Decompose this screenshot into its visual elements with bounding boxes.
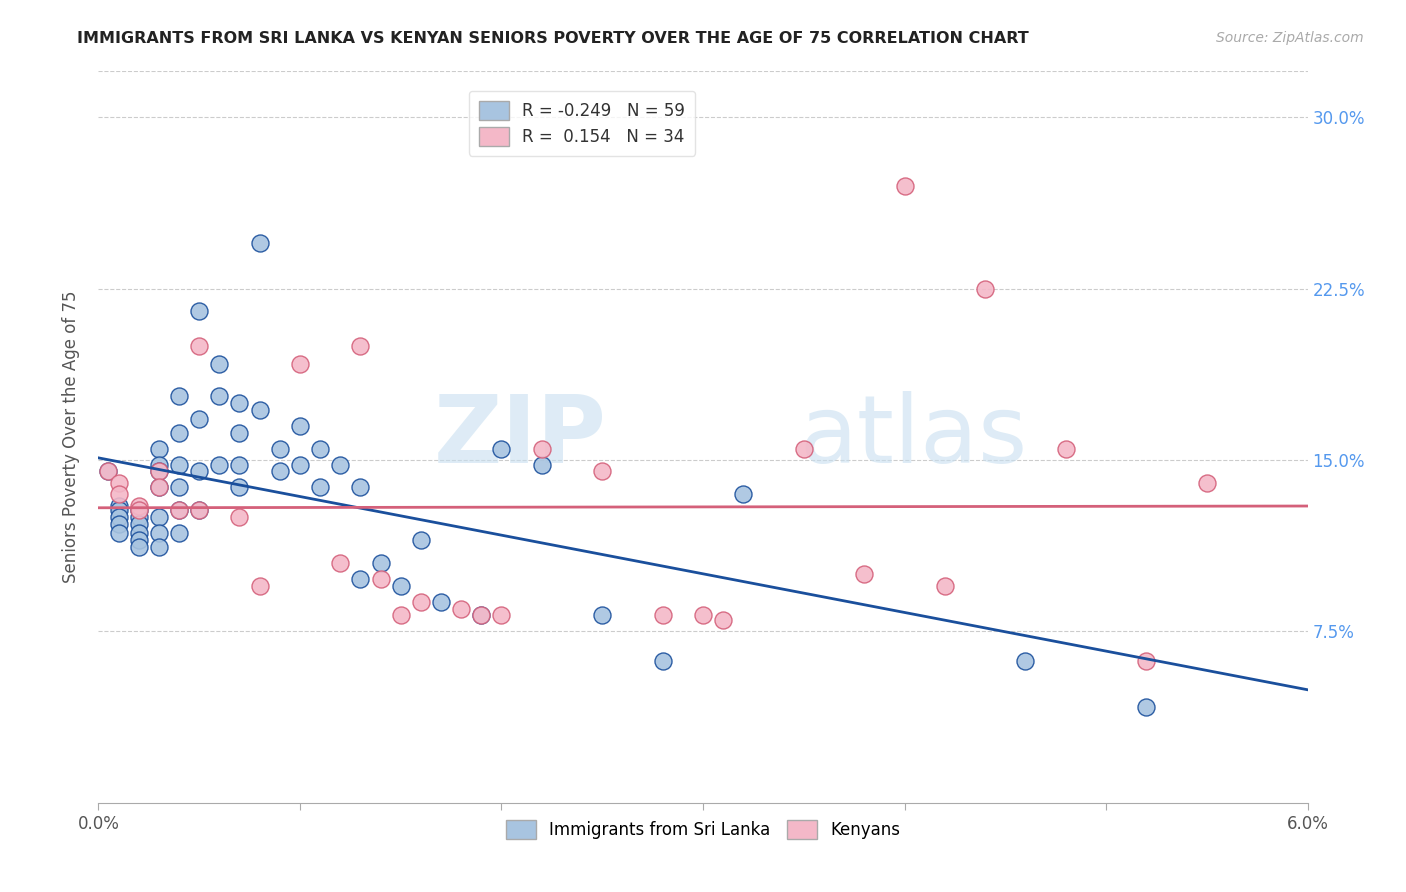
Point — [208, 389, 231, 403]
Point — [188, 338, 211, 352]
Point — [651, 608, 673, 623]
Text: Source: ZipAtlas.com: Source: ZipAtlas.com — [1216, 31, 1364, 45]
Point — [470, 608, 492, 623]
Point — [128, 526, 150, 541]
Point — [167, 458, 190, 472]
Point — [249, 579, 271, 593]
Point — [288, 418, 311, 433]
Point — [128, 533, 150, 547]
Point — [249, 235, 271, 250]
Point — [370, 572, 392, 586]
Point — [491, 442, 513, 456]
Text: ZIP: ZIP — [433, 391, 606, 483]
Point — [470, 608, 492, 623]
Point — [651, 654, 673, 668]
Point — [107, 499, 129, 513]
Point — [591, 464, 613, 478]
Point — [128, 503, 150, 517]
Point — [208, 357, 231, 371]
Point — [1195, 475, 1218, 490]
Point — [148, 480, 170, 494]
Point — [1135, 699, 1157, 714]
Point — [389, 608, 412, 623]
Point — [128, 516, 150, 531]
Point — [329, 556, 352, 570]
Point — [107, 526, 129, 541]
Point — [329, 458, 352, 472]
Legend: Immigrants from Sri Lanka, Kenyans: Immigrants from Sri Lanka, Kenyans — [499, 814, 907, 846]
Point — [491, 608, 513, 623]
Point — [349, 480, 371, 494]
Point — [148, 540, 170, 554]
Point — [733, 487, 755, 501]
Point — [974, 281, 997, 295]
Point — [269, 464, 291, 478]
Point — [167, 503, 190, 517]
Point — [228, 510, 250, 524]
Point — [208, 458, 231, 472]
Point — [853, 567, 876, 582]
Point — [389, 579, 412, 593]
Point — [128, 510, 150, 524]
Point — [148, 526, 170, 541]
Point — [1014, 654, 1036, 668]
Point — [188, 304, 211, 318]
Point — [530, 442, 553, 456]
Y-axis label: Seniors Poverty Over the Age of 75: Seniors Poverty Over the Age of 75 — [62, 291, 80, 583]
Point — [793, 442, 815, 456]
Point — [128, 499, 150, 513]
Point — [148, 480, 170, 494]
Point — [530, 458, 553, 472]
Point — [167, 526, 190, 541]
Point — [1054, 442, 1077, 456]
Point — [107, 487, 129, 501]
Point — [97, 464, 120, 478]
Point — [409, 595, 432, 609]
Point — [349, 572, 371, 586]
Point — [591, 608, 613, 623]
Point — [692, 608, 714, 623]
Point — [288, 357, 311, 371]
Point — [349, 338, 371, 352]
Point — [148, 464, 170, 478]
Point — [430, 595, 453, 609]
Point — [128, 503, 150, 517]
Point — [269, 442, 291, 456]
Point — [934, 579, 956, 593]
Point — [711, 613, 734, 627]
Point — [167, 480, 190, 494]
Point — [249, 402, 271, 417]
Point — [188, 464, 211, 478]
Point — [228, 425, 250, 440]
Point — [228, 480, 250, 494]
Text: IMMIGRANTS FROM SRI LANKA VS KENYAN SENIORS POVERTY OVER THE AGE OF 75 CORRELATI: IMMIGRANTS FROM SRI LANKA VS KENYAN SENI… — [77, 31, 1029, 46]
Point — [893, 178, 915, 193]
Point — [128, 540, 150, 554]
Text: atlas: atlas — [800, 391, 1028, 483]
Point — [309, 480, 332, 494]
Point — [148, 442, 170, 456]
Point — [148, 510, 170, 524]
Point — [148, 458, 170, 472]
Point — [228, 396, 250, 410]
Point — [409, 533, 432, 547]
Point — [107, 510, 129, 524]
Point — [228, 458, 250, 472]
Point — [1135, 654, 1157, 668]
Point — [148, 464, 170, 478]
Point — [97, 464, 120, 478]
Point — [107, 503, 129, 517]
Point — [309, 442, 332, 456]
Point — [107, 475, 129, 490]
Point — [188, 503, 211, 517]
Point — [188, 503, 211, 517]
Point — [188, 412, 211, 426]
Point — [450, 601, 472, 615]
Point — [370, 556, 392, 570]
Point — [167, 425, 190, 440]
Point — [167, 389, 190, 403]
Point — [107, 516, 129, 531]
Point — [288, 458, 311, 472]
Point — [167, 503, 190, 517]
